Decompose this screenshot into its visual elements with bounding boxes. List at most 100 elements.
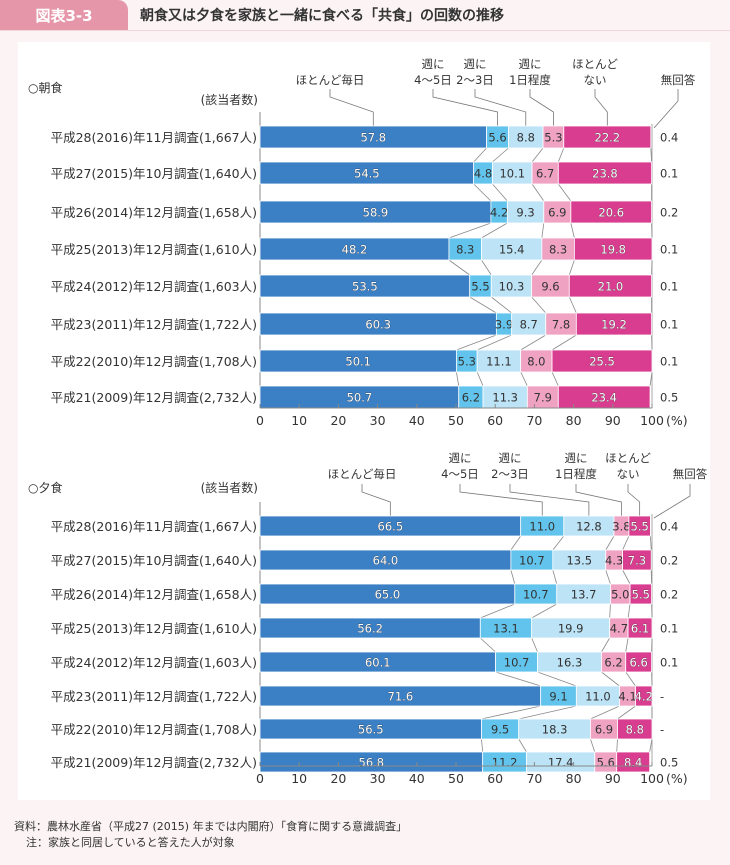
dinner-connector-line xyxy=(590,705,620,720)
breakfast-category-label: 平成23(2011)年12月調査(1,722人) xyxy=(51,317,257,332)
dinner-bar-segment xyxy=(617,718,653,740)
dinner-connector-line xyxy=(590,738,596,753)
dinner-category-label: 平成26(2014)年12月調査(1,658人) xyxy=(51,587,257,602)
breakfast-data-label: 15.4 xyxy=(499,243,525,257)
dinner-legend-leader xyxy=(627,484,641,516)
dinner-bar-segment xyxy=(627,617,653,639)
breakfast-chart-title: ○朝食 xyxy=(28,80,62,95)
dinner-x-tick-label: 10 xyxy=(291,771,307,786)
breakfast-bar-segment xyxy=(575,312,653,336)
breakfast-legend-label: 4～5日 xyxy=(414,73,452,87)
breakfast-connector-line xyxy=(557,147,565,163)
dinner-legend-line1: 週に xyxy=(499,451,522,465)
dinner-data-label: 4.1 xyxy=(618,690,636,704)
breakfast-x-tick-label: 100 xyxy=(640,413,664,428)
breakfast-connector-line xyxy=(531,296,547,314)
breakfast-data-label: 7.8 xyxy=(552,318,570,332)
breakfast-connector-line xyxy=(469,296,497,314)
dinner-connector-line xyxy=(481,738,484,753)
breakfast-no-answer-label: 0.2 xyxy=(660,206,678,220)
breakfast-data-label: 8.7 xyxy=(520,318,538,332)
dinner-connector-line xyxy=(531,603,557,619)
dinner-legend-line1: ほとんど xyxy=(605,451,651,465)
dinner-x-tick-label: 70 xyxy=(526,771,542,786)
breakfast-data-label: 10.1 xyxy=(499,167,525,181)
dinner-legend-label: 2～3日 xyxy=(491,467,529,481)
breakfast-data-label: 6.7 xyxy=(536,167,554,181)
breakfast-connector-line xyxy=(551,371,559,387)
dinner-x-tick-label: 50 xyxy=(448,771,464,786)
dinner-connector-line xyxy=(552,535,565,551)
breakfast-bar-segment xyxy=(551,349,653,373)
breakfast-connector-line xyxy=(476,371,484,387)
breakfast-no-answer-label: 0.1 xyxy=(660,318,678,332)
dinner-connector-line xyxy=(650,535,652,551)
dinner-data-label: 65.0 xyxy=(375,588,401,602)
breakfast-data-label: 7.9 xyxy=(534,391,552,405)
breakfast-data-label: 5.5 xyxy=(471,280,489,294)
breakfast-data-label: 9.6 xyxy=(541,280,559,294)
footnote-note: 注：家族と同居していると答えた人が対象 xyxy=(26,836,235,849)
breakfast-data-label: 23.8 xyxy=(592,167,618,181)
dinner-data-label: 4.7 xyxy=(610,622,628,636)
dinner-data-label: 8.8 xyxy=(626,723,644,737)
dinner-bar-segment xyxy=(622,549,652,571)
breakfast-category-label: 平成26(2014)年12月調査(1,658人) xyxy=(51,205,257,220)
dinner-bar-segment xyxy=(616,751,651,773)
breakfast-data-label: 8.0 xyxy=(527,355,545,369)
source-note: 資料：農林水産省（平成27 (2015) 年までは内閣府）「食育に関する意識調査… xyxy=(14,820,408,833)
breakfast-data-label: 60.3 xyxy=(365,318,391,332)
dinner-data-label: 18.3 xyxy=(542,723,568,737)
breakfast-data-label: 57.8 xyxy=(360,131,386,145)
breakfast-connector-line xyxy=(650,147,653,163)
dinner-legend-leader-no-answer xyxy=(653,484,691,519)
dinner-data-label: 56.8 xyxy=(359,756,385,770)
breakfast-connector-line xyxy=(531,147,544,163)
dinner-bar-segment xyxy=(625,651,653,673)
dinner-data-label: 10.7 xyxy=(504,656,530,670)
dinner-x-tick-label: 30 xyxy=(370,771,386,786)
dinner-legend-leader xyxy=(509,484,590,516)
dinner-chart-title: ○夕食 xyxy=(28,480,62,495)
breakfast-x-tick-label: 20 xyxy=(330,413,346,428)
dinner-data-label: 12.8 xyxy=(576,520,602,534)
breakfast-data-label: 19.2 xyxy=(601,318,627,332)
breakfast-bar-segment xyxy=(557,161,653,185)
dinner-data-label: 13.1 xyxy=(493,622,519,636)
dinner-data-label: 71.6 xyxy=(388,690,414,704)
breakfast-connector-line xyxy=(531,259,543,276)
breakfast-x-tick-label: 90 xyxy=(605,413,621,428)
breakfast-no-answer-label: 0.1 xyxy=(660,243,678,257)
page-title: 朝食又は夕食を家族と一緒に食べる「共食」の回数の推移 xyxy=(140,8,504,24)
breakfast-legend-line1: 週に xyxy=(519,57,542,71)
dinner-connector-line xyxy=(617,705,636,720)
dinner-category-label: 平成24(2012)年12月調査(1,603人) xyxy=(51,655,257,670)
dinner-data-label: 6.6 xyxy=(630,656,648,670)
dinner-no-answer-label: - xyxy=(660,690,664,704)
dinner-connector-line xyxy=(552,569,558,585)
dinner-legend-label: 4～5日 xyxy=(441,467,479,481)
breakfast-data-label: 48.2 xyxy=(342,243,368,257)
dinner-x-tick-label: 100 xyxy=(640,771,664,786)
dinner-x-unit: (%) xyxy=(666,771,688,786)
breakfast-connector-line xyxy=(568,296,577,314)
dinner-category-label: 平成27(2015)年10月調査(1,640人) xyxy=(51,553,257,568)
breakfast-data-label: 4.2 xyxy=(490,206,508,220)
breakfast-data-label: 6.2 xyxy=(462,391,480,405)
dinner-legend-line1: 週に xyxy=(565,451,588,465)
breakfast-x-tick-label: 80 xyxy=(566,413,582,428)
dinner-no-answer-label: 0.1 xyxy=(660,622,678,636)
dinner-connector-line xyxy=(622,535,630,551)
breakfast-legend-leader xyxy=(329,89,374,126)
dinner-x-tick-label: 0 xyxy=(256,771,264,786)
breakfast-x-tick-label: 50 xyxy=(448,413,464,428)
breakfast-legend-line1: ほとんど xyxy=(572,57,618,71)
breakfast-data-label: 8.8 xyxy=(517,131,535,145)
dinner-legend-label: ない xyxy=(617,467,640,481)
dinner-connector-line xyxy=(649,738,653,753)
dinner-bar-segment xyxy=(628,515,651,537)
dinner-data-label: 6.2 xyxy=(604,656,622,670)
breakfast-row-header: (該当者数) xyxy=(201,92,258,107)
dinner-data-label: 6.9 xyxy=(595,723,613,737)
dinner-data-label: 7.3 xyxy=(628,554,646,568)
